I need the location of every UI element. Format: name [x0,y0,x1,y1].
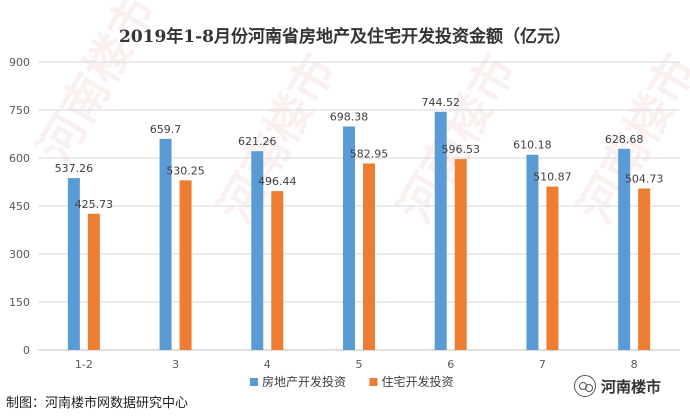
data-label: 504.73 [625,172,664,185]
bar-series1 [67,178,80,350]
legend-swatch [250,378,258,386]
x-tick-label: 1-2 [75,358,93,371]
chart-title: 2019年1-8月份河南省房地产及住宅开发投资金额（亿元） [118,27,572,47]
y-tick-label: 900 [9,56,30,69]
x-tick-label: 4 [264,358,271,371]
legend-label: 房地产开发投资 [262,374,346,389]
x-tick-label: 3 [172,358,179,371]
data-label: 610.18 [513,139,552,152]
x-tick-label: 7 [539,358,546,371]
x-tick-label: 5 [356,358,363,371]
data-label: 530.25 [166,164,205,177]
bar-series2 [271,191,284,350]
data-label: 744.52 [421,96,460,109]
y-tick-label: 300 [9,248,30,261]
legend-label: 住宅开发投资 [382,374,454,389]
data-label: 510.87 [533,171,572,184]
bar-series1 [526,154,539,350]
bar-series1 [251,151,264,350]
wechat-icon [574,375,596,397]
data-label: 698.38 [330,111,369,124]
bar-series1 [343,126,355,350]
x-tick-label: 6 [447,358,454,371]
y-tick-label: 600 [9,152,30,165]
bar-series2 [179,180,192,350]
data-label: 537.26 [55,162,94,175]
bar-series1 [159,138,172,350]
x-tick-label: 8 [631,358,638,371]
data-label: 582.95 [350,147,389,160]
y-tick-label: 450 [9,200,30,213]
bar-series2 [638,188,651,350]
y-tick-label: 0 [23,344,30,357]
legend-swatch [369,378,378,386]
data-label: 659.7 [150,123,182,136]
chart-source-note: 制图：河南楼市网数据研究中心 [6,396,189,411]
bar-series2 [87,213,100,350]
data-label: 621.26 [238,135,277,148]
data-label: 425.73 [75,198,114,211]
bar-series2 [546,186,559,350]
data-label: 628.68 [605,133,644,146]
bar-series2 [454,159,467,350]
bar-series2 [363,163,375,350]
y-tick-label: 150 [9,296,30,309]
brand-badge: 河南楼市 [574,375,661,397]
brand-name: 河南楼市 [601,377,662,396]
data-label: 496.44 [258,175,297,188]
y-tick-label: 750 [9,104,30,117]
bar-series1 [434,111,447,350]
bar-series1 [618,148,631,350]
data-label: 596.53 [441,143,480,156]
